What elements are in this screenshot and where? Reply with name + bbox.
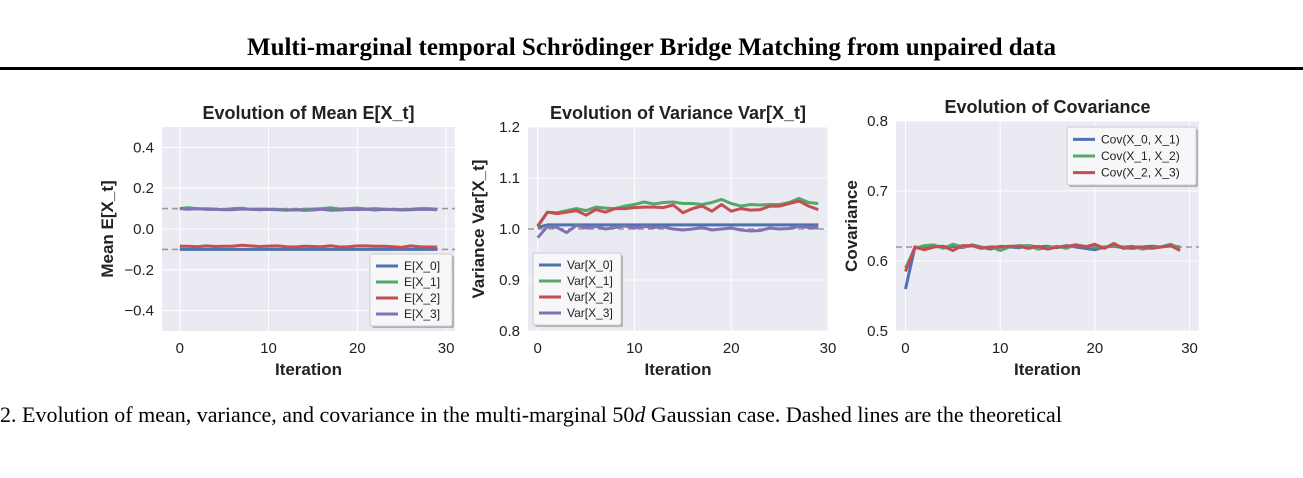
y-axis-label: Covariance <box>842 180 861 272</box>
x-tick-label: 10 <box>260 340 277 357</box>
figure-caption: 2. Evolution of mean, variance, and cova… <box>0 402 1062 428</box>
x-tick-label: 10 <box>626 340 643 357</box>
y-tick-label: 0.8 <box>499 323 520 340</box>
x-tick-label: 0 <box>901 340 909 357</box>
chart-title: Evolution of Variance Var[X_t] <box>550 103 806 123</box>
legend-label-3: Var[X_2] <box>567 290 613 304</box>
series-line-4 <box>179 207 438 212</box>
series-line-3 <box>179 243 438 249</box>
legend-label-2: Var[X_1] <box>567 274 613 288</box>
legend-label-2: E[X_1] <box>404 275 440 289</box>
series-line-3 <box>904 242 1181 273</box>
chart-title: Evolution of Covariance <box>944 97 1150 117</box>
paper-title: Multi-marginal temporal Schrödinger Brid… <box>246 34 1056 61</box>
x-tick-label: 20 <box>723 340 740 357</box>
legend-label-3: Cov(X_2, X_3) <box>1101 166 1180 180</box>
y-axis-label: Variance Var[X_t] <box>469 160 488 299</box>
x-tick-label: 10 <box>992 340 1009 357</box>
y-tick-label: −0.4 <box>124 303 154 320</box>
legend-label-1: E[X_0] <box>404 259 440 273</box>
x-tick-label: 30 <box>820 340 837 357</box>
legend-label-1: Cov(X_0, X_1) <box>1101 132 1180 146</box>
legend <box>369 253 453 327</box>
chart-1: 0 10 20 30 0.4 0.2 0.0 −0.2 −0.4 Evolution of Mea… <box>98 103 455 379</box>
y-tick-label: −0.2 <box>124 262 154 279</box>
y-axis-label: Mean E[X_t] <box>98 180 117 277</box>
legend <box>532 252 622 326</box>
series-line-2 <box>536 196 819 228</box>
legend-label-3: E[X_2] <box>404 291 440 305</box>
x-tick-label: 30 <box>1181 340 1198 357</box>
y-tick-label: 0.9 <box>499 272 520 289</box>
legend-label-2: Cov(X_1, X_2) <box>1101 149 1180 163</box>
y-tick-label: 0.4 <box>133 139 154 156</box>
y-tick-label: 0.8 <box>867 113 888 130</box>
legend-label-4: E[X_3] <box>404 307 440 321</box>
y-tick-label: 0.6 <box>867 253 888 270</box>
y-tick-label: 0.7 <box>867 183 888 200</box>
x-axis-label: Iteration <box>1014 360 1081 379</box>
y-tick-label: 1.2 <box>499 119 520 136</box>
caption-math-var: d <box>634 402 646 427</box>
x-tick-label: 20 <box>1087 340 1104 357</box>
caption-math-num: 50 <box>612 402 635 427</box>
legend-label-1: Var[X_0] <box>567 258 613 272</box>
x-tick-label: 0 <box>534 340 542 357</box>
figure-panels: 0 10 20 30 0.4 0.2 0.0 −0.2 −0.4 Evolution of Mea… <box>98 97 1199 379</box>
series-line-3 <box>536 199 819 227</box>
title-rule <box>0 67 1303 70</box>
chart-2: 0 10 20 30 1.2 1.1 1.0 0.9 0.8 Evolution of Varia… <box>469 103 836 379</box>
x-tick-label: 20 <box>349 340 366 357</box>
y-tick-label: 0.5 <box>867 323 888 340</box>
caption-suffix: Gaussian case. Dashed lines are the theo… <box>645 402 1062 427</box>
chart-title: Evolution of Mean E[X_t] <box>202 103 414 123</box>
x-axis-label: Iteration <box>644 360 711 379</box>
x-axis-label: Iteration <box>275 360 342 379</box>
legend-label-4: Var[X_3] <box>567 306 613 320</box>
legend <box>1066 126 1197 186</box>
y-tick-label: 1.0 <box>499 221 520 238</box>
y-tick-label: 0.2 <box>133 180 154 197</box>
x-tick-label: 0 <box>176 340 184 357</box>
chart-3: 0 10 20 30 0.8 0.7 0.6 0.5 Evolution of Covarian… <box>842 97 1199 379</box>
y-tick-label: 1.1 <box>499 170 520 187</box>
caption-prefix: 2. Evolution of mean, variance, and cova… <box>0 402 613 427</box>
series-line-4 <box>536 223 819 239</box>
y-tick-label: 0.0 <box>133 221 154 238</box>
x-tick-label: 30 <box>438 340 455 357</box>
series-line-1 <box>537 223 819 229</box>
